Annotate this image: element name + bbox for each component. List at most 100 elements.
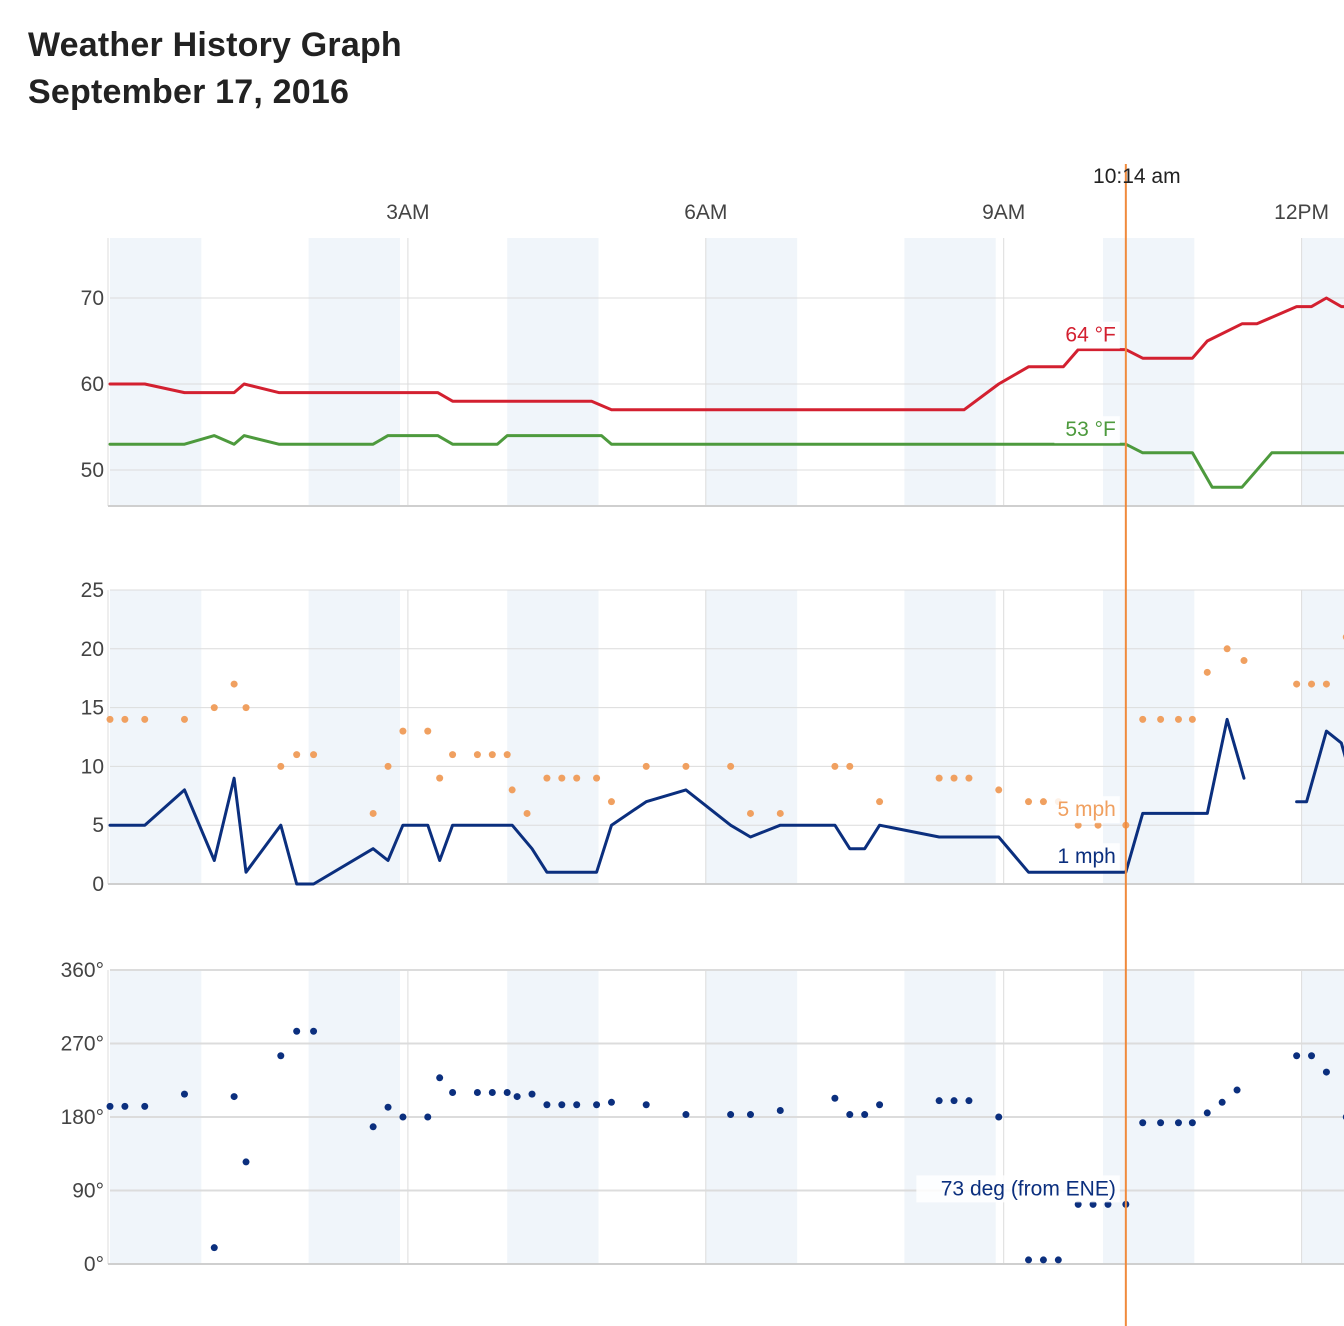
x-tick-label-12pm: 12PM [1274, 201, 1329, 224]
gust-point [1157, 715, 1165, 723]
gust-point [436, 774, 444, 782]
time-cursor[interactable]: 10:14 am 64 °F 53 °F 5 mph 1 mph 73 deg (from… [916, 164, 1181, 1326]
x-tick-label-3am: 3AM [386, 201, 429, 224]
y-axis-labels: 50 60 70 0 5 10 15 20 25 0° 90° 180° 270° 360° [61, 287, 104, 1276]
wind-direction-point [1039, 1256, 1047, 1264]
gust-point [1188, 715, 1196, 723]
gust-point [369, 809, 377, 817]
gust-point [180, 715, 188, 723]
shaded-band [904, 590, 996, 884]
wind-direction-point [995, 1113, 1003, 1121]
y-tick-label: 20 [81, 638, 104, 661]
page-date: September 17, 2016 [28, 73, 350, 111]
gust-point [1074, 821, 1082, 829]
wind-direction-point [436, 1074, 444, 1082]
y-tick-label: 25 [81, 579, 104, 602]
gust-point [210, 704, 218, 712]
gust-point [543, 774, 551, 782]
gust-point [1025, 798, 1033, 806]
wind-direction-point [473, 1089, 481, 1096]
gust-point [831, 762, 839, 770]
shaded-band [1103, 590, 1195, 884]
wind-direction-point [293, 1027, 301, 1035]
gust-point [293, 751, 301, 759]
gust-point [573, 774, 581, 782]
gust-point [1240, 657, 1248, 665]
y-tick-label: 50 [81, 459, 104, 482]
shaded-band [1103, 238, 1195, 506]
shaded-band [705, 590, 798, 884]
gust-point [1308, 680, 1316, 688]
gust-point [746, 809, 754, 817]
shaded-band [110, 590, 202, 884]
wind-direction-point [1203, 1109, 1211, 1117]
wind-direction-point [558, 1101, 566, 1109]
y-tick-label: 5 [92, 814, 104, 837]
wind-direction-point [513, 1093, 521, 1101]
x-tick-label-6am: 6AM [684, 201, 727, 224]
gust-point [950, 774, 958, 782]
gust-point [141, 715, 149, 723]
y-tick-label: 60 [81, 373, 104, 396]
gust-point [503, 751, 511, 759]
wind-direction-point [1308, 1052, 1316, 1060]
wind-direction-point [950, 1097, 958, 1105]
gust-point [935, 774, 943, 782]
y-tick-label: 0 [92, 873, 104, 896]
x-tick-label-9am: 9AM [982, 201, 1025, 224]
wind-direction-point [727, 1111, 735, 1119]
wind-direction-point [1104, 1200, 1112, 1208]
wind-direction-point [141, 1102, 149, 1110]
wind-direction-value-label: 73 deg (from ENE) [941, 1177, 1116, 1200]
gridlines [107, 238, 1344, 1265]
wind-direction-point [180, 1090, 188, 1098]
cursor-time-label: 10:14 am [1093, 165, 1181, 188]
gust-point [230, 680, 238, 688]
wind-direction-point [746, 1111, 754, 1119]
temperature-line [108, 296, 1344, 412]
wind-direction-point [861, 1111, 869, 1119]
dew-point-line [108, 434, 1344, 489]
gust-point [965, 774, 973, 782]
shaded-band [308, 238, 400, 506]
wind-speed-line [108, 717, 1246, 886]
gust-point [558, 774, 566, 782]
wind-direction-point [1025, 1256, 1033, 1264]
wind-direction-point [1188, 1119, 1196, 1127]
y-tick-label: 70 [81, 287, 104, 310]
wind-direction-point [776, 1106, 784, 1114]
chart-title-block: Weather History Graph September 17, 2016 [28, 22, 402, 116]
wind-direction-point [384, 1103, 392, 1111]
wind-direction-point [1139, 1119, 1147, 1127]
wind-direction-point [965, 1097, 973, 1105]
gust-point [508, 786, 516, 794]
wind-direction-point [935, 1097, 943, 1105]
wind-direction-point [230, 1093, 238, 1101]
wind-direction-point [277, 1052, 285, 1060]
page-title: Weather History Graph [28, 26, 402, 64]
wind-direction-point [528, 1090, 536, 1098]
wind-direction-point [1174, 1119, 1182, 1127]
gust-point [876, 798, 884, 806]
gust-point [523, 809, 531, 817]
wind-direction-point [1322, 1068, 1330, 1076]
wind-direction-point [593, 1101, 601, 1109]
gust-point [488, 751, 496, 759]
wind-direction-point [642, 1101, 650, 1109]
temperature-value-label-bg [1054, 321, 1120, 349]
gust-point [727, 762, 735, 770]
wind-direction-point [876, 1101, 884, 1109]
gust-point [121, 715, 129, 723]
chart-series [106, 296, 1344, 1264]
gust-point [1139, 715, 1147, 723]
gust-point [1203, 668, 1211, 676]
wind-direction-point [573, 1101, 581, 1109]
wind-direction-point [106, 1102, 114, 1110]
wind-direction-point [1293, 1052, 1301, 1060]
gust-point [310, 751, 318, 759]
y-tick-label: 10 [81, 755, 104, 778]
y-tick-label: 270° [61, 1033, 104, 1056]
wind-speed-line [1295, 729, 1344, 804]
gust-point [995, 786, 1003, 794]
wind-direction-point [1089, 1200, 1097, 1208]
